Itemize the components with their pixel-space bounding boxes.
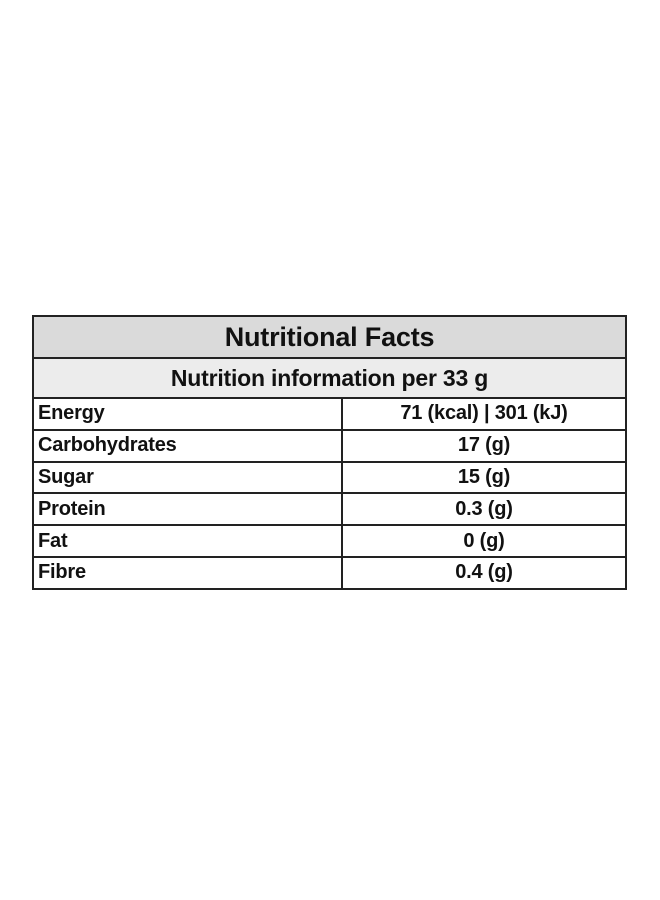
nutrient-value: 17 (g): [457, 434, 511, 457]
nutrient-name: Sugar: [34, 462, 343, 493]
nutrient-row-energy: Energy 71 (kcal) | 301 (kJ): [34, 399, 625, 431]
nutrient-name: Protein: [34, 494, 343, 525]
nutrient-name: Fat: [34, 526, 343, 556]
nutrient-table: Energy 71 (kcal) | 301 (kJ) Carbohydrate…: [34, 399, 625, 588]
nutrient-row-protein: Protein 0.3 (g): [34, 494, 625, 527]
nutrition-facts-panel: Nutritional Facts Nutrition information …: [32, 315, 627, 590]
nutrient-row-carbohydrates: Carbohydrates 17 (g): [34, 430, 625, 463]
nutrient-value: 71 (kcal) | 301 (kJ): [400, 402, 568, 425]
nutrient-row-fibre: Fibre 0.4 (g): [34, 557, 625, 588]
nutrient-name: Energy: [34, 399, 343, 429]
panel-title: Nutritional Facts: [34, 317, 625, 359]
nutrient-name: Fibre: [34, 557, 343, 588]
nutrient-name: Carbohydrates: [34, 430, 343, 461]
nutrient-value: 0 (g): [463, 529, 505, 552]
nutrient-value: 15 (g): [457, 465, 511, 488]
nutrient-value: 0.3 (g): [455, 497, 513, 520]
nutrient-row-fat: Fat 0 (g): [34, 526, 625, 558]
serving-info-heading: Nutrition information per 33 g: [34, 359, 625, 399]
nutrient-value: 0.4 (g): [455, 561, 513, 584]
nutrient-row-sugar: Sugar 15 (g): [34, 462, 625, 495]
